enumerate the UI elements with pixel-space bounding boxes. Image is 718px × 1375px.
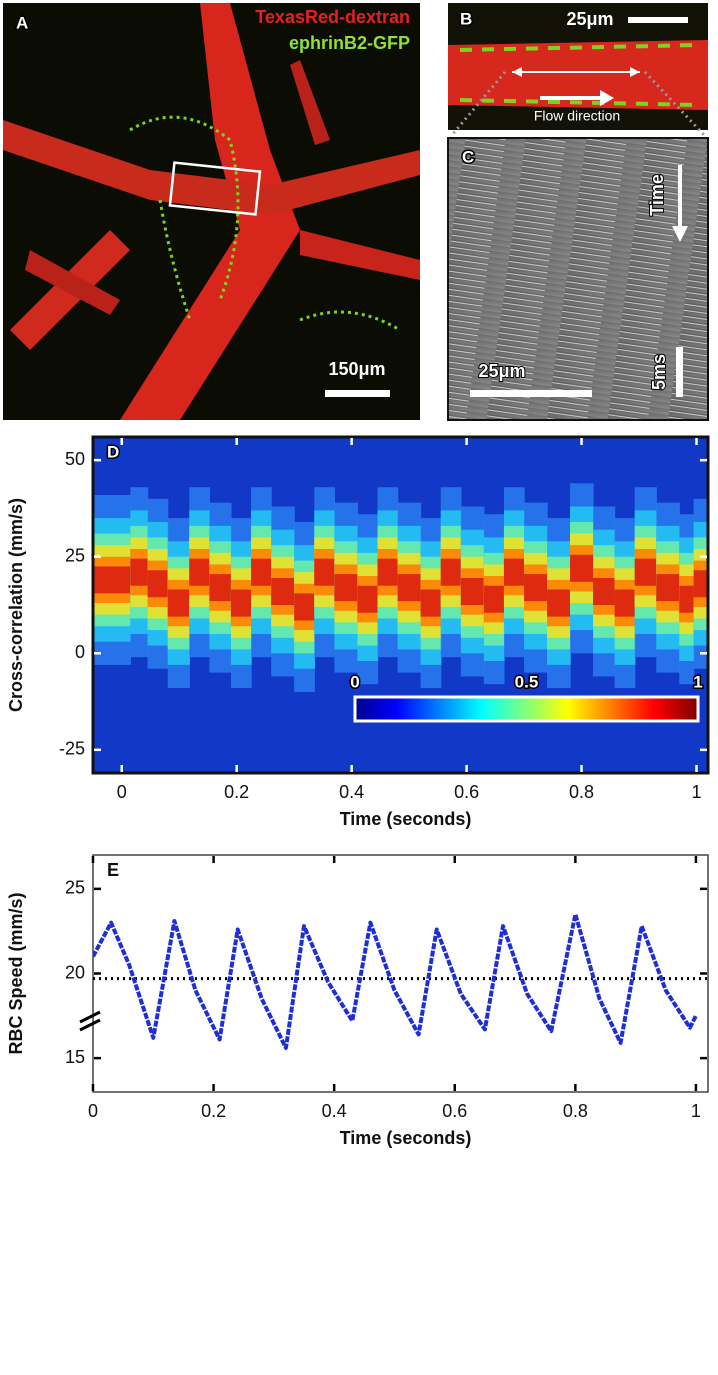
y-tick-label: 25 (65, 545, 85, 565)
heatmap-cell (693, 570, 708, 598)
heatmap (93, 437, 708, 773)
heatmap-cell (189, 558, 210, 586)
panel-b: B 25μm Flow direction (448, 3, 708, 130)
heatmap-cell (440, 558, 462, 586)
heatmap-cell (460, 577, 485, 605)
heatmap-cell (93, 566, 131, 594)
scale-bar (325, 390, 390, 397)
scale-bar (628, 17, 688, 23)
panel-label: B (460, 9, 472, 28)
y-tick-label: -25 (59, 739, 85, 759)
heatmap-cell (397, 574, 422, 602)
panel-e: 0 0.2 0.4 0.6 0.8 1 15 20 25 Time (seconds) RBC Sp… (6, 854, 709, 1148)
y-tick-label: 20 (65, 962, 85, 982)
axis-label: Time (647, 174, 667, 216)
panel-label: A (16, 13, 28, 32)
scale-label: 150μm (328, 359, 385, 379)
heatmap-cell (251, 558, 272, 586)
legend-red: TexasRed-dextran (255, 7, 410, 27)
scale-label: 25μm (478, 361, 525, 381)
x-tick-label: 0.2 (201, 1101, 226, 1121)
plot-frame (92, 854, 709, 1093)
x-tick-label: 0.8 (563, 1101, 588, 1121)
heatmap-cell (503, 558, 525, 586)
y-axis-label: Cross-correlation (mm/s) (6, 498, 26, 712)
heatmap-cell (679, 585, 695, 613)
legend-green: ephrinB2-GFP (289, 33, 410, 53)
heatmap-cell (593, 577, 616, 605)
heatmap-cell (357, 585, 379, 613)
x-axis-label: Time (seconds) (340, 1128, 472, 1148)
heatmap-cell (377, 558, 399, 586)
heatmap-cell (314, 558, 336, 586)
panel-label: D (107, 442, 119, 461)
heatmap-cell (147, 570, 169, 598)
x-tick-label: 0.4 (339, 782, 364, 802)
x-tick-label: 0 (117, 782, 127, 802)
x-tick-label: 1 (691, 1101, 701, 1121)
panel-d: 0 0.5 1 0 0.2 0.4 0.6 0.8 1 -25 0 25 50 Time (seconds… (6, 435, 710, 829)
colorbar (353, 695, 700, 723)
y-tick-label: 25 (65, 878, 85, 898)
vessel (3, 120, 420, 215)
region-box (168, 161, 262, 216)
gfp-cells (129, 115, 401, 332)
y-tick-label: 15 (65, 1047, 85, 1067)
x-tick-label: 0.8 (569, 782, 594, 802)
heatmap-cell (209, 574, 232, 602)
scale-bar (470, 390, 592, 397)
colorbar-tick-label: 0.5 (515, 672, 539, 691)
x-tick-label: 0.6 (442, 1101, 467, 1121)
heatmap-cell (334, 574, 358, 602)
heatmap-cell (547, 589, 571, 617)
annotation: Flow direction (534, 108, 620, 124)
heatmap-cell (294, 593, 315, 621)
colorbar-tick-label: 0 (350, 672, 359, 691)
x-tick-label: 0.4 (322, 1101, 347, 1121)
heatmap-cell (634, 558, 657, 586)
y-tick-label: 50 (65, 449, 85, 469)
vessel (448, 40, 708, 110)
panel-c: C Time 25μm 5ms (447, 137, 709, 421)
heatmap-cell (570, 554, 594, 582)
heatmap-cell (524, 574, 548, 602)
scale-label: 25μm (566, 9, 613, 29)
scale-bar (676, 347, 683, 397)
vessel (300, 230, 420, 280)
arrowhead (672, 226, 688, 242)
y-axis-label: RBC Speed (mm/s) (6, 892, 26, 1054)
image-c (447, 137, 709, 421)
panel-label: C (462, 147, 474, 166)
vessel (120, 3, 300, 420)
panel-label: E (107, 860, 119, 880)
colorbar-tick-label: 1 (693, 672, 702, 691)
plot-area (93, 912, 708, 1050)
data-line (93, 912, 698, 1050)
heatmap-cell (130, 558, 149, 586)
arrowhead (600, 90, 614, 106)
axis-break (79, 1010, 101, 1032)
heatmap-cell (167, 589, 190, 617)
y-tick-label: 0 (75, 642, 85, 662)
heatmap-cell (614, 589, 636, 617)
panel-a: A TexasRed-dextran ephrinB2-GFP 150μm (3, 3, 420, 420)
x-axis-label: Time (seconds) (340, 809, 472, 829)
heatmap-cell (271, 577, 295, 605)
vessel (25, 60, 330, 315)
heatmap-cell (656, 574, 680, 602)
heatmap-cell (230, 589, 252, 617)
x-tick-label: 0 (88, 1101, 98, 1121)
gfp-cells (459, 43, 701, 107)
zoom-lines (450, 70, 706, 137)
x-tick-label: 0.6 (454, 782, 479, 802)
heatmap-cell (420, 589, 442, 617)
scale-label: 5ms (649, 354, 669, 390)
x-tick-label: 0.2 (224, 782, 249, 802)
x-tick-label: 1 (691, 782, 701, 802)
plot-frame (91, 435, 710, 775)
heatmap-cell (483, 585, 505, 613)
